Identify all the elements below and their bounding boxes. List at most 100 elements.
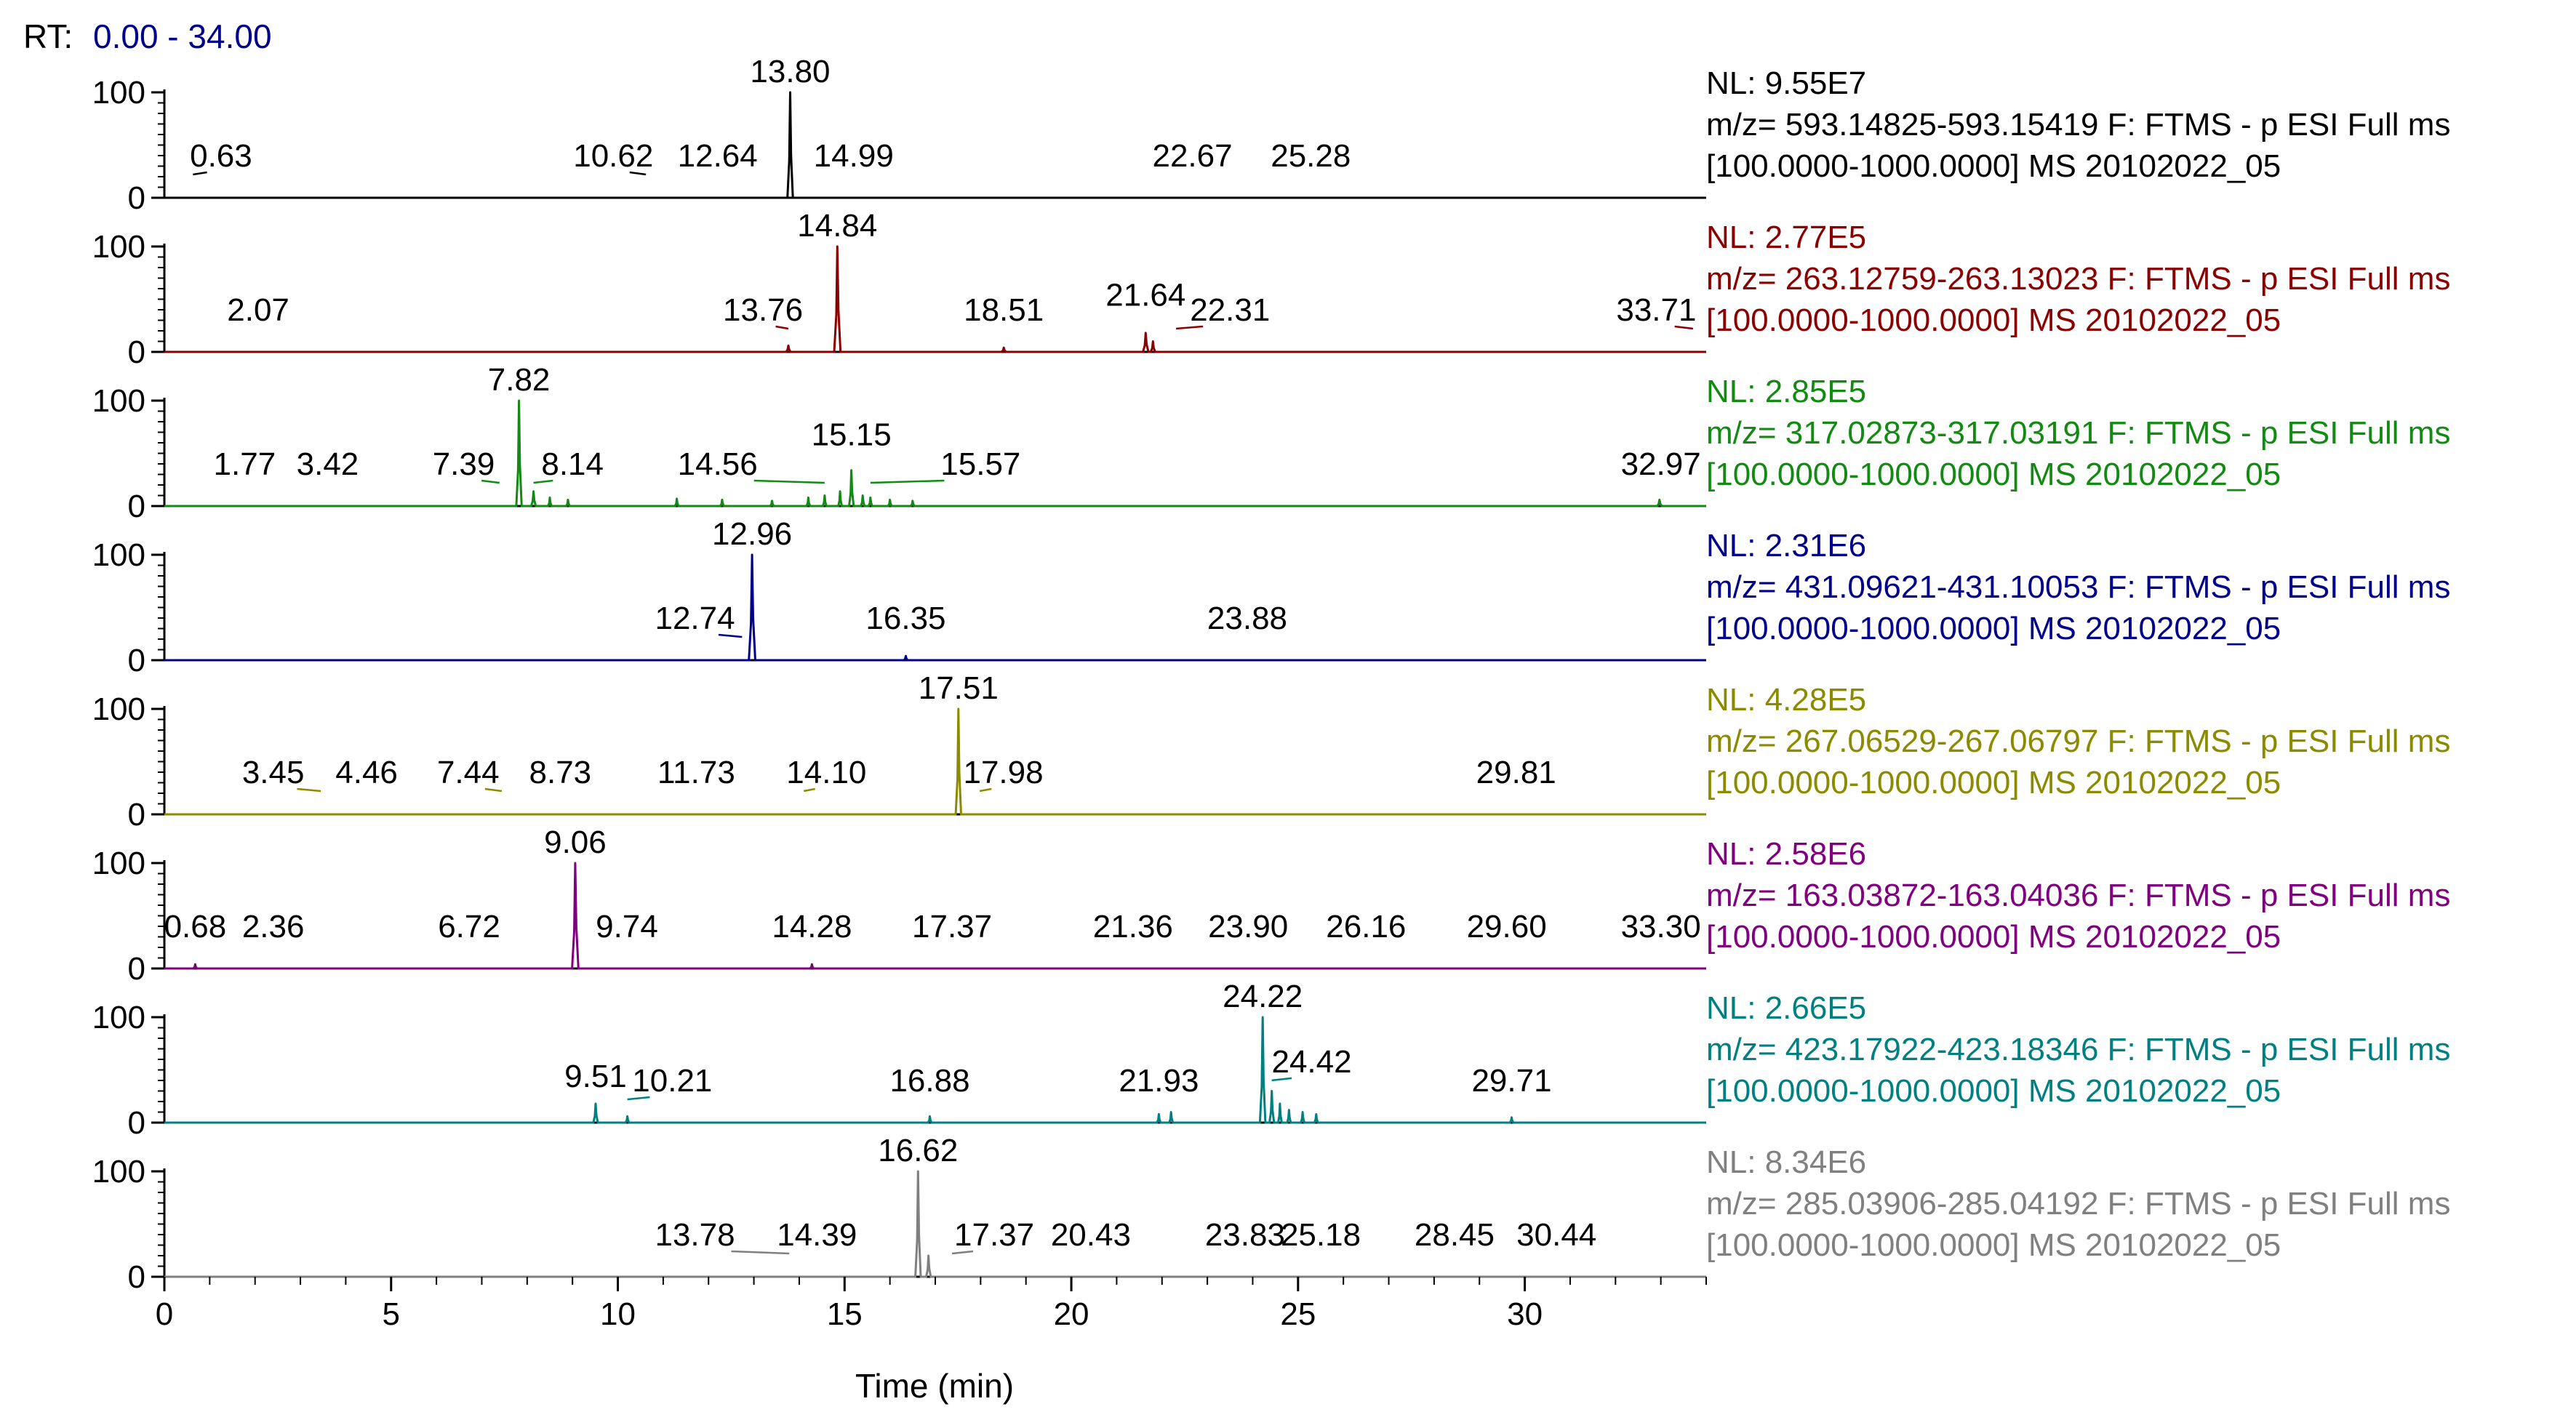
- y-tick-label: 100: [92, 1154, 145, 1190]
- trace-mz: m/z= 263.12759-263.13023 F: FTMS - p ESI…: [1706, 261, 2450, 297]
- trace-line: [164, 399, 1706, 508]
- trace-panel-4: 0 100 12.74 12.96 16.35 23.88 NL: 2.31E6 m/z= 4…: [92, 516, 2451, 678]
- rt-range: 0.00 - 34.00: [93, 17, 272, 55]
- peak-label: 33.71: [1616, 292, 1696, 328]
- peak-label: 4.46: [335, 755, 398, 790]
- y-tick-label: 0: [128, 334, 145, 370]
- peak-label: 17.37: [954, 1217, 1034, 1253]
- peak-label: 12.96: [712, 516, 792, 552]
- peak-label: 17.37: [912, 909, 992, 944]
- peak-label: 9.74: [596, 909, 658, 944]
- peak-label: 8.14: [541, 446, 604, 482]
- y-tick-label: 0: [128, 951, 145, 987]
- peak-label: 14.10: [786, 755, 866, 790]
- y-tick-label: 100: [92, 383, 145, 419]
- peak-label: 18.51: [964, 292, 1044, 328]
- peak-label: 7.82: [488, 362, 551, 398]
- peak-label: 25.18: [1281, 1217, 1361, 1253]
- peak-label: 33.30: [1621, 909, 1701, 944]
- trace-scan: [100.0000-1000.0000] MS 20102022_05: [1706, 919, 2281, 955]
- peak-leader-line: [533, 479, 553, 484]
- peak-leader-line: [718, 633, 743, 638]
- x-tick-label: 15: [827, 1296, 863, 1332]
- y-tick-label: 0: [128, 797, 145, 833]
- peak-label: 23.88: [1207, 601, 1287, 636]
- peak-label: 6.72: [438, 909, 500, 944]
- trace-line: [164, 862, 1706, 970]
- peak-label: 2.36: [242, 909, 305, 944]
- peak-leader-line: [753, 479, 825, 484]
- trace-nl: NL: 2.31E6: [1706, 528, 1866, 563]
- peak-label: 13.80: [750, 54, 830, 89]
- trace-scan: [100.0000-1000.0000] MS 20102022_05: [1706, 1073, 2281, 1109]
- peak-label: 13.78: [655, 1217, 735, 1253]
- trace-nl: NL: 2.66E5: [1706, 990, 1866, 1026]
- y-tick-label: 100: [92, 537, 145, 573]
- peak-label: 14.39: [777, 1217, 857, 1253]
- trace-nl: NL: 2.77E5: [1706, 220, 1866, 255]
- peak-label: 15.15: [812, 417, 892, 452]
- trace-scan: [100.0000-1000.0000] MS 20102022_05: [1706, 765, 2281, 801]
- peak-label: 14.28: [772, 909, 852, 944]
- peak-leader-line: [1271, 1077, 1292, 1082]
- trace-panel-7: 0 100 9.51 10.21 16.88 21.93 24.22 24.42 29.71 NL…: [92, 979, 2451, 1141]
- y-tick-label: 0: [128, 1259, 145, 1295]
- trace-scan: [100.0000-1000.0000] MS 20102022_05: [1706, 148, 2281, 184]
- peak-label: 12.74: [655, 601, 735, 636]
- peak-label: 14.99: [814, 138, 894, 174]
- peak-label: 10.62: [573, 138, 653, 174]
- peak-label: 21.36: [1093, 909, 1173, 944]
- y-tick-label: 100: [92, 229, 145, 265]
- trace-line: [164, 707, 1706, 816]
- trace-scan: [100.0000-1000.0000] MS 20102022_05: [1706, 457, 2281, 492]
- x-tick-label: 10: [600, 1296, 636, 1332]
- peak-label: 16.88: [889, 1063, 969, 1099]
- trace-nl: NL: 2.85E5: [1706, 374, 1866, 409]
- peak-label: 12.64: [678, 138, 758, 174]
- trace-panel-6: 0 100 0.68 2.36 6.72 9.06 9.74 14.28 17.37 21.36 2…: [92, 825, 2451, 987]
- peak-label: 25.28: [1271, 138, 1351, 174]
- trace-panel-5: 0 100 3.45 4.46 7.44 8.73 11.73 14.10 17.51 17.98…: [92, 670, 2451, 833]
- peak-label: 8.73: [529, 755, 592, 790]
- x-axis-label: Time (min): [855, 1367, 1014, 1405]
- peak-label: 0.63: [190, 138, 252, 174]
- peak-leader-line: [803, 787, 816, 793]
- peak-label: 30.44: [1516, 1217, 1596, 1253]
- trace-line: [164, 1170, 1706, 1278]
- peak-label: 14.84: [797, 208, 877, 244]
- peak-label: 17.98: [963, 755, 1043, 790]
- peak-label: 29.81: [1476, 755, 1556, 790]
- peak-label: 0.68: [164, 909, 227, 944]
- x-tick-label: 0: [156, 1296, 173, 1332]
- trace-panel-2: 0 100 2.07 13.76 14.84 18.51 21.64 22.31 33.71 NL…: [92, 208, 2451, 370]
- trace-nl: NL: 2.58E6: [1706, 836, 1866, 872]
- x-tick-label: 25: [1280, 1296, 1316, 1332]
- trace-line: [164, 91, 1706, 199]
- peak-label: 9.51: [564, 1059, 627, 1094]
- peak-label: 20.43: [1051, 1217, 1131, 1253]
- trace-scan: [100.0000-1000.0000] MS 20102022_05: [1706, 1227, 2281, 1263]
- rt-label: RT:: [23, 17, 73, 55]
- x-tick-label: 20: [1054, 1296, 1089, 1332]
- peak-label: 23.90: [1208, 909, 1288, 944]
- trace-mz: m/z= 593.14825-593.15419 F: FTMS - p ESI…: [1706, 107, 2450, 143]
- x-tick-label: 5: [383, 1296, 400, 1332]
- peak-label: 23.83: [1205, 1217, 1285, 1253]
- y-tick-label: 100: [92, 1000, 145, 1035]
- trace-mz: m/z= 423.17922-423.18346 F: FTMS - p ESI…: [1706, 1032, 2450, 1067]
- peak-leader-line: [1674, 325, 1694, 330]
- y-tick-label: 100: [92, 691, 145, 727]
- trace-panel-3: 0 100 1.77 3.42 7.39 7.82 8.14 14.56 15.15 15.57 3…: [92, 362, 2451, 524]
- y-tick-label: 0: [128, 489, 145, 524]
- peak-label: 10.21: [632, 1063, 712, 1099]
- peak-label: 17.51: [919, 670, 999, 706]
- trace-nl: NL: 9.55E7: [1706, 65, 1866, 101]
- peak-label: 21.93: [1119, 1063, 1199, 1099]
- peak-label: 26.16: [1326, 909, 1406, 944]
- y-tick-label: 0: [128, 1105, 145, 1141]
- peak-leader-line: [629, 171, 647, 176]
- peak-label: 32.97: [1621, 446, 1701, 482]
- trace-nl: NL: 4.28E5: [1706, 682, 1866, 718]
